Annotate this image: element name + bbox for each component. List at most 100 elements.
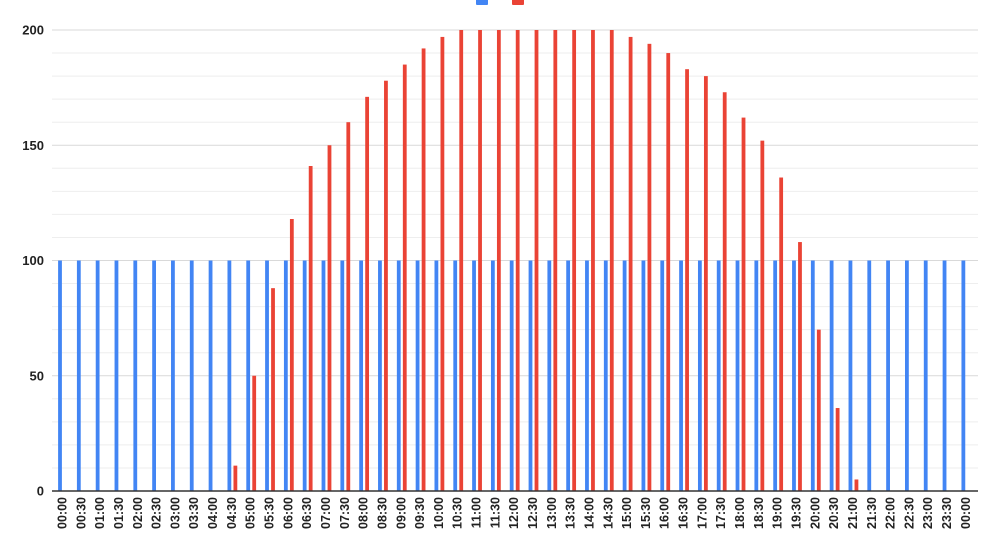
chart-gridlines xyxy=(52,29,978,469)
bar-blue-2200 xyxy=(886,260,890,491)
y-tick-label: 50 xyxy=(30,368,44,383)
bar-red-0600 xyxy=(289,219,294,491)
bar-blue-0830 xyxy=(378,260,382,491)
bar-blue-2000 xyxy=(810,260,815,491)
chart-legend xyxy=(476,0,524,5)
bar-blue-1200 xyxy=(509,260,514,491)
bar-blue-1500 xyxy=(622,260,627,491)
x-tick-label: 08:30 xyxy=(375,497,389,529)
x-tick-label: 04:00 xyxy=(206,497,220,529)
x-tick-label: 22:30 xyxy=(902,497,916,529)
x-tick-label: 10:30 xyxy=(451,497,465,529)
bar-blue-1030 xyxy=(453,260,458,491)
x-tick-label: 00:30 xyxy=(74,497,88,529)
bar-red-0430 xyxy=(233,465,238,491)
x-tick-label: 02:00 xyxy=(131,497,145,529)
bar-blue-1130 xyxy=(490,260,495,491)
bar-blue-0030 xyxy=(76,260,81,491)
bar-blue-0630 xyxy=(302,260,307,491)
x-tick-label: 03:00 xyxy=(168,497,182,529)
x-tick-label: 20:30 xyxy=(827,497,841,529)
x-tick-label: 23:00 xyxy=(921,497,935,529)
x-tick-label: 09:00 xyxy=(394,497,408,529)
x-tick-label: 18:30 xyxy=(752,497,766,529)
x-tick-label: 00:00 xyxy=(56,497,70,529)
x-tick-label: 09:30 xyxy=(413,497,427,529)
bar-blue-1300 xyxy=(547,260,552,491)
x-tick-label: 01:30 xyxy=(112,497,126,529)
x-tick-label: 06:30 xyxy=(300,497,314,529)
bar-blue-2330 xyxy=(942,260,947,491)
bar-blue-0730 xyxy=(340,260,345,491)
bar-red-0900 xyxy=(402,64,407,491)
bar-blue-2300 xyxy=(923,260,928,491)
bar-red-1800 xyxy=(741,117,746,491)
bar-blue-2030 xyxy=(829,260,834,491)
x-tick-label: 01:00 xyxy=(93,497,107,529)
bar-red-0700 xyxy=(327,145,332,491)
bar-red-0630 xyxy=(308,166,313,491)
x-tick-label: 17:00 xyxy=(695,497,709,529)
bar-blue-1730 xyxy=(716,260,721,491)
x-tick-label: 23:30 xyxy=(940,497,954,529)
bar-red-1030 xyxy=(459,30,464,491)
bar-blue-0130 xyxy=(114,260,119,491)
bar-red-0530 xyxy=(271,288,275,491)
bar-red-1000 xyxy=(440,36,445,492)
x-tick-label: 03:30 xyxy=(187,497,201,529)
bar-red-0830 xyxy=(384,80,388,492)
bar-red-2100 xyxy=(854,479,859,491)
bar-red-1300 xyxy=(553,30,558,491)
bar-blue-1830 xyxy=(754,260,759,491)
x-tick-label: 15:30 xyxy=(639,497,653,529)
bar-blue-1400 xyxy=(585,260,589,491)
bar-blue-0000 xyxy=(58,260,62,491)
x-tick-label: 15:00 xyxy=(620,497,634,529)
x-tick-label: 22:00 xyxy=(884,497,898,529)
bar-blue-0230 xyxy=(152,260,156,491)
bar-red-1530 xyxy=(647,43,652,491)
x-tick-label: 07:00 xyxy=(319,497,333,529)
bar-red-1930 xyxy=(798,242,802,491)
y-tick-label: 100 xyxy=(22,253,44,268)
bar-red-1500 xyxy=(628,36,633,492)
bar-red-0500 xyxy=(252,375,257,491)
x-tick-label: 18:00 xyxy=(733,497,747,529)
bar-blue-1330 xyxy=(566,260,571,491)
x-tick-label: 17:30 xyxy=(714,497,728,529)
bar-blue-0930 xyxy=(415,260,420,491)
bar-blue-1700 xyxy=(697,260,702,491)
bar-red-1230 xyxy=(534,30,539,491)
bar-blue-1930 xyxy=(792,260,796,491)
bar-blue-1100 xyxy=(472,260,476,491)
x-tick-label: 16:00 xyxy=(658,497,672,529)
bar-blue-1600 xyxy=(660,260,665,491)
bar-blue-1800 xyxy=(735,260,740,491)
bar-blue-1630 xyxy=(679,260,683,491)
x-axis-tick-labels: 00:00 00:30 01:00 01:30 02:00 02:30 03:00 03:30… xyxy=(56,497,973,529)
bar-red-1830 xyxy=(760,140,765,491)
bar-blue-0200 xyxy=(133,260,138,491)
bar-blue-0500 xyxy=(246,260,251,491)
bar-red-1630 xyxy=(685,69,689,491)
x-tick-label: 20:00 xyxy=(808,497,822,529)
y-tick-label: 200 xyxy=(22,23,44,38)
bar-red-0730 xyxy=(346,122,351,491)
bar-blue-1900 xyxy=(773,260,778,491)
bar-blue-2230 xyxy=(905,260,909,491)
bar-red-1600 xyxy=(666,53,671,492)
bar-blue-0400 xyxy=(208,260,213,491)
bar-red-1900 xyxy=(779,177,784,491)
bar-blue-2130 xyxy=(867,260,872,491)
x-tick-label: 00:00 xyxy=(959,497,973,529)
bar-red-1430 xyxy=(609,30,614,491)
bar-red-1130 xyxy=(496,30,501,491)
bar-blue-1530 xyxy=(641,260,646,491)
x-tick-label: 21:30 xyxy=(865,497,879,529)
x-tick-label: 12:00 xyxy=(507,497,521,529)
x-tick-label: 14:30 xyxy=(601,497,615,529)
bar-blue-0800 xyxy=(359,260,364,491)
x-tick-label: 19:30 xyxy=(789,497,803,529)
y-axis-tick-labels: 0 50 100 150 200 xyxy=(22,23,44,499)
